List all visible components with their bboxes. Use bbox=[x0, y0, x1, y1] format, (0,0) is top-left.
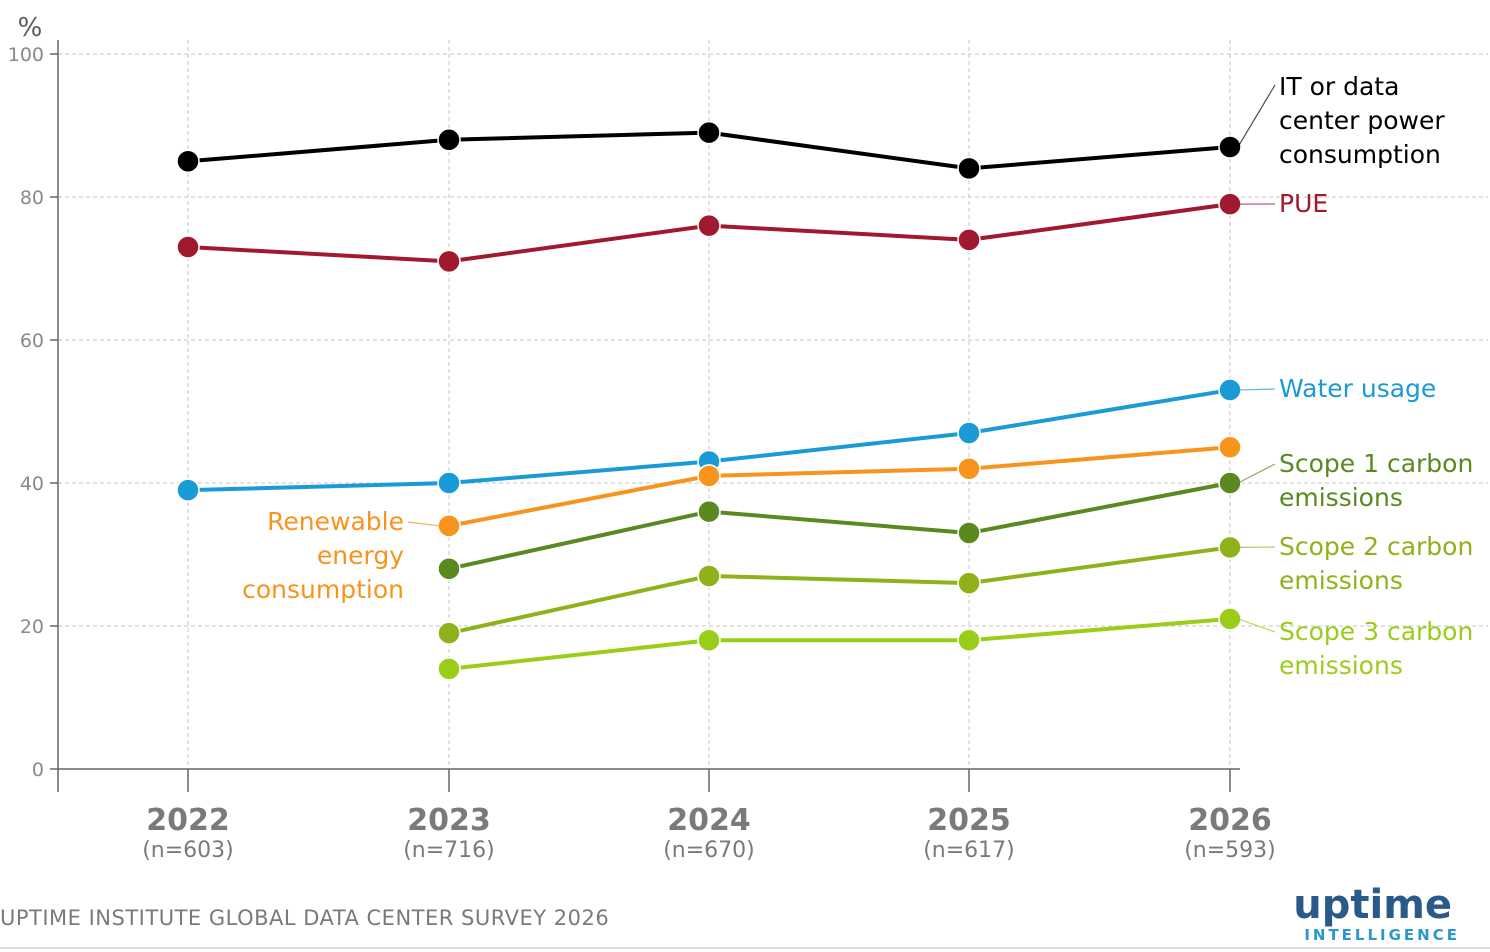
y-tick-label: 60 bbox=[20, 330, 44, 352]
y-axis-ticks: 0 20 40 60 80 100 bbox=[8, 44, 58, 781]
x-sample-size-label: (n=603) bbox=[142, 838, 234, 863]
data-point bbox=[176, 235, 200, 259]
axes bbox=[57, 40, 1240, 792]
data-point bbox=[697, 499, 721, 524]
series-group bbox=[437, 435, 1242, 538]
y-axis-unit: % bbox=[18, 13, 43, 43]
logo-subtitle: INTELLIGENCE bbox=[1304, 926, 1460, 944]
series-group bbox=[176, 378, 1242, 502]
data-point bbox=[1218, 435, 1242, 459]
series-label: Water usage bbox=[1237, 374, 1436, 403]
data-point bbox=[437, 657, 461, 681]
series-label-text: Renewable energy consumption bbox=[242, 507, 404, 604]
data-point bbox=[437, 249, 461, 274]
data-point bbox=[437, 557, 461, 581]
x-sample-size-label: (n=670) bbox=[663, 838, 755, 863]
uptime-logo: uptime INTELLIGENCE bbox=[1293, 882, 1460, 944]
data-point bbox=[437, 514, 461, 538]
series-label: Scope 3 carbon emissions bbox=[1237, 617, 1473, 680]
data-point bbox=[957, 228, 981, 252]
data-point bbox=[1218, 192, 1242, 216]
data-point bbox=[697, 628, 721, 653]
series-label-leader bbox=[407, 521, 440, 527]
y-tick-label: 40 bbox=[20, 473, 44, 495]
series-label: IT or data center power consumption bbox=[1237, 72, 1445, 169]
data-point bbox=[1218, 607, 1242, 631]
series-line bbox=[448, 481, 1231, 571]
x-tick-label: 2026 bbox=[1188, 803, 1272, 838]
data-point bbox=[957, 156, 981, 181]
series-group bbox=[176, 192, 1242, 274]
series-label-leader bbox=[1237, 618, 1276, 633]
data-point bbox=[176, 149, 200, 173]
series-label: Scope 1 carbon emissions bbox=[1237, 449, 1473, 512]
series-label-leader bbox=[1237, 463, 1276, 484]
x-axis-ticks: 2022(n=603)2023(n=716)2024(n=670)2025(n=… bbox=[142, 769, 1276, 863]
x-sample-size-label: (n=593) bbox=[1184, 838, 1276, 863]
data-point bbox=[957, 421, 981, 445]
data-point bbox=[957, 571, 981, 595]
series-label-text: IT or data center power consumption bbox=[1279, 72, 1445, 169]
source-note: UPTIME INSTITUTE GLOBAL DATA CENTER SURV… bbox=[0, 906, 609, 930]
x-tick-label: 2024 bbox=[667, 803, 751, 838]
series-label-text: Water usage bbox=[1279, 374, 1436, 403]
series-lines bbox=[176, 120, 1242, 681]
data-point bbox=[437, 621, 461, 645]
series-label-text: Scope 3 carbon emissions bbox=[1279, 617, 1473, 680]
series-line bbox=[448, 545, 1231, 636]
series-label: PUE bbox=[1237, 189, 1328, 218]
series-label-text: Scope 1 carbon emissions bbox=[1279, 449, 1473, 512]
y-tick-label: 100 bbox=[8, 44, 44, 66]
y-tick-label: 80 bbox=[20, 187, 44, 209]
series-label-text: Scope 2 carbon emissions bbox=[1279, 532, 1473, 595]
series-line bbox=[448, 445, 1231, 528]
series-label-text: PUE bbox=[1279, 189, 1328, 218]
series-label: Renewable energy consumption bbox=[242, 507, 440, 604]
series-line bbox=[448, 616, 1231, 671]
data-point bbox=[1218, 135, 1242, 159]
series-group bbox=[176, 120, 1242, 181]
data-point bbox=[697, 464, 721, 488]
data-point bbox=[437, 128, 461, 152]
series-label-leader bbox=[1237, 84, 1276, 148]
data-point bbox=[1218, 471, 1242, 495]
y-tick-label: 20 bbox=[20, 616, 44, 638]
series-group bbox=[437, 471, 1242, 581]
series-group bbox=[437, 535, 1242, 645]
x-tick-label: 2023 bbox=[407, 803, 491, 838]
data-point bbox=[697, 120, 721, 145]
data-point bbox=[176, 478, 200, 502]
x-sample-size-label: (n=716) bbox=[403, 838, 495, 863]
data-point bbox=[957, 628, 981, 653]
series-label: Scope 2 carbon emissions bbox=[1237, 532, 1473, 595]
x-sample-size-label: (n=617) bbox=[923, 838, 1015, 863]
series-label-leader bbox=[1237, 388, 1276, 391]
data-point bbox=[437, 471, 461, 495]
data-point bbox=[1218, 535, 1242, 560]
series-labels: IT or data center power consumption PUE Wate… bbox=[242, 72, 1473, 680]
series-group bbox=[437, 607, 1242, 681]
x-tick-label: 2025 bbox=[927, 803, 1011, 838]
x-tick-label: 2022 bbox=[146, 803, 230, 838]
y-tick-label: 0 bbox=[32, 759, 44, 781]
data-point bbox=[697, 213, 721, 238]
data-point bbox=[957, 521, 981, 545]
data-point bbox=[957, 456, 981, 481]
logo-wordmark: uptime bbox=[1293, 882, 1452, 928]
data-point bbox=[1218, 378, 1242, 402]
data-point bbox=[697, 564, 721, 588]
grid-lines bbox=[58, 40, 1488, 769]
